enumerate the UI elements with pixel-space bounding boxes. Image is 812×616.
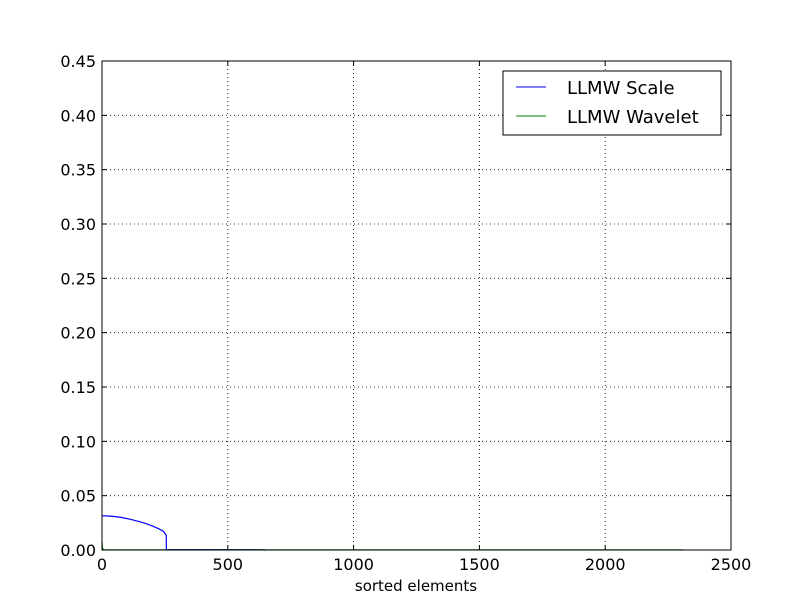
x-tick-label: 0	[97, 555, 107, 574]
legend-box	[502, 70, 722, 136]
y-tick-label: 0.15	[60, 378, 96, 397]
y-tick-label: 0.40	[60, 106, 96, 125]
ticks	[101, 60, 732, 551]
y-tick-label: 0.30	[60, 215, 96, 234]
x-tick-label: 2000	[585, 555, 626, 574]
y-tick-label: 0.10	[60, 432, 96, 451]
y-tick-label: 0.05	[60, 487, 96, 506]
x-axis-label: sorted elements	[355, 577, 477, 595]
x-tick-label: 500	[213, 555, 244, 574]
legend-label-llmw-wavelet: LLMW Wavelet	[567, 107, 699, 128]
legend: LLMW Scale LLMW Wavelet	[502, 70, 722, 136]
x-tick-label: 1500	[459, 555, 500, 574]
x-tick-labels: 0 500 1000 1500 2000 2500	[97, 555, 751, 574]
x-tick-label: 2500	[711, 555, 752, 574]
plot-frame	[101, 60, 732, 551]
y-tick-labels: 0.00 0.05 0.10 0.15 0.20 0.25 0.30 0.35 0.40 0.45	[60, 52, 96, 560]
legend-label-llmw-scale: LLMW Scale	[567, 78, 675, 99]
y-tick-label: 0.20	[60, 324, 96, 343]
grid	[102, 61, 731, 550]
y-tick-label: 0.35	[60, 161, 96, 180]
x-tick-label: 1000	[333, 555, 374, 574]
y-tick-label: 0.45	[60, 52, 96, 71]
y-tick-label: 0.25	[60, 269, 96, 288]
y-tick-label: 0.00	[60, 541, 96, 560]
